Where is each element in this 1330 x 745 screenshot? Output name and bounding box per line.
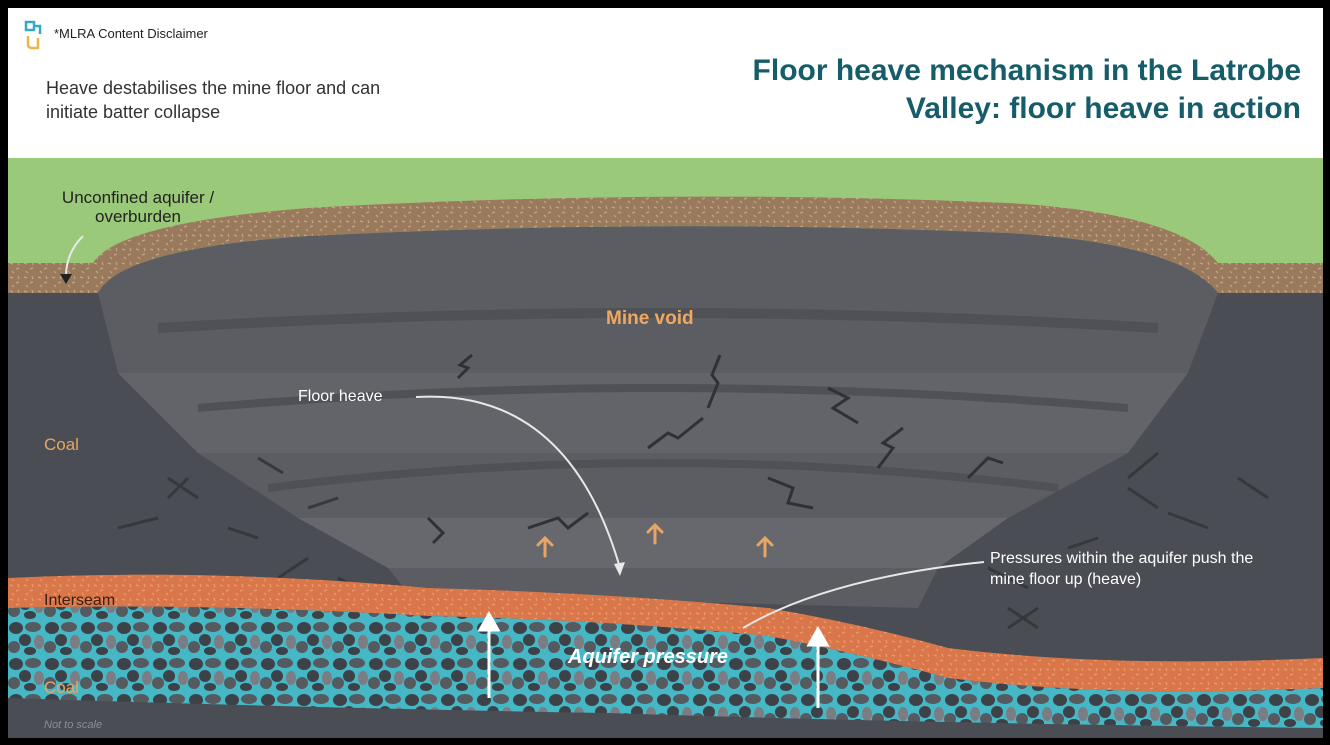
label-interseam: Interseam: [44, 592, 116, 609]
pit-floor: [388, 568, 938, 608]
label-coal-lower: Coal: [44, 678, 79, 697]
label-aquifer-pressure: Aquifer pressure: [568, 646, 729, 668]
label-unconfined-aquifer: Unconfined aquifer / overburden: [61, 188, 215, 226]
label-pressures: Pressures within the aquifer push the mi…: [990, 550, 1254, 588]
pit-bench-4: [298, 518, 1008, 568]
pit-bench-1: [98, 226, 1218, 373]
cross-section-diagram: [8, 158, 1323, 738]
mlra-logo-icon: [24, 20, 42, 50]
label-floor-heave: Floor heave: [298, 388, 383, 405]
diagram-frame: *MLRA Content Disclaimer Heave destabili…: [8, 8, 1323, 738]
label-coal-upper: Coal: [44, 435, 79, 454]
overburden-layer: [8, 196, 1323, 293]
aquifer-layer: [8, 606, 1323, 738]
page-title: Floor heave mechanism in the Latrobe Val…: [752, 54, 1301, 125]
content-disclaimer-link[interactable]: *MLRA Content Disclaimer: [54, 26, 208, 41]
interseam-layer: [8, 574, 1323, 692]
page-subtitle: Heave destabilises the mine floor and ca…: [46, 78, 381, 122]
label-mine-void: Mine void: [606, 308, 694, 329]
label-not-to-scale: Not to scale: [44, 719, 103, 731]
